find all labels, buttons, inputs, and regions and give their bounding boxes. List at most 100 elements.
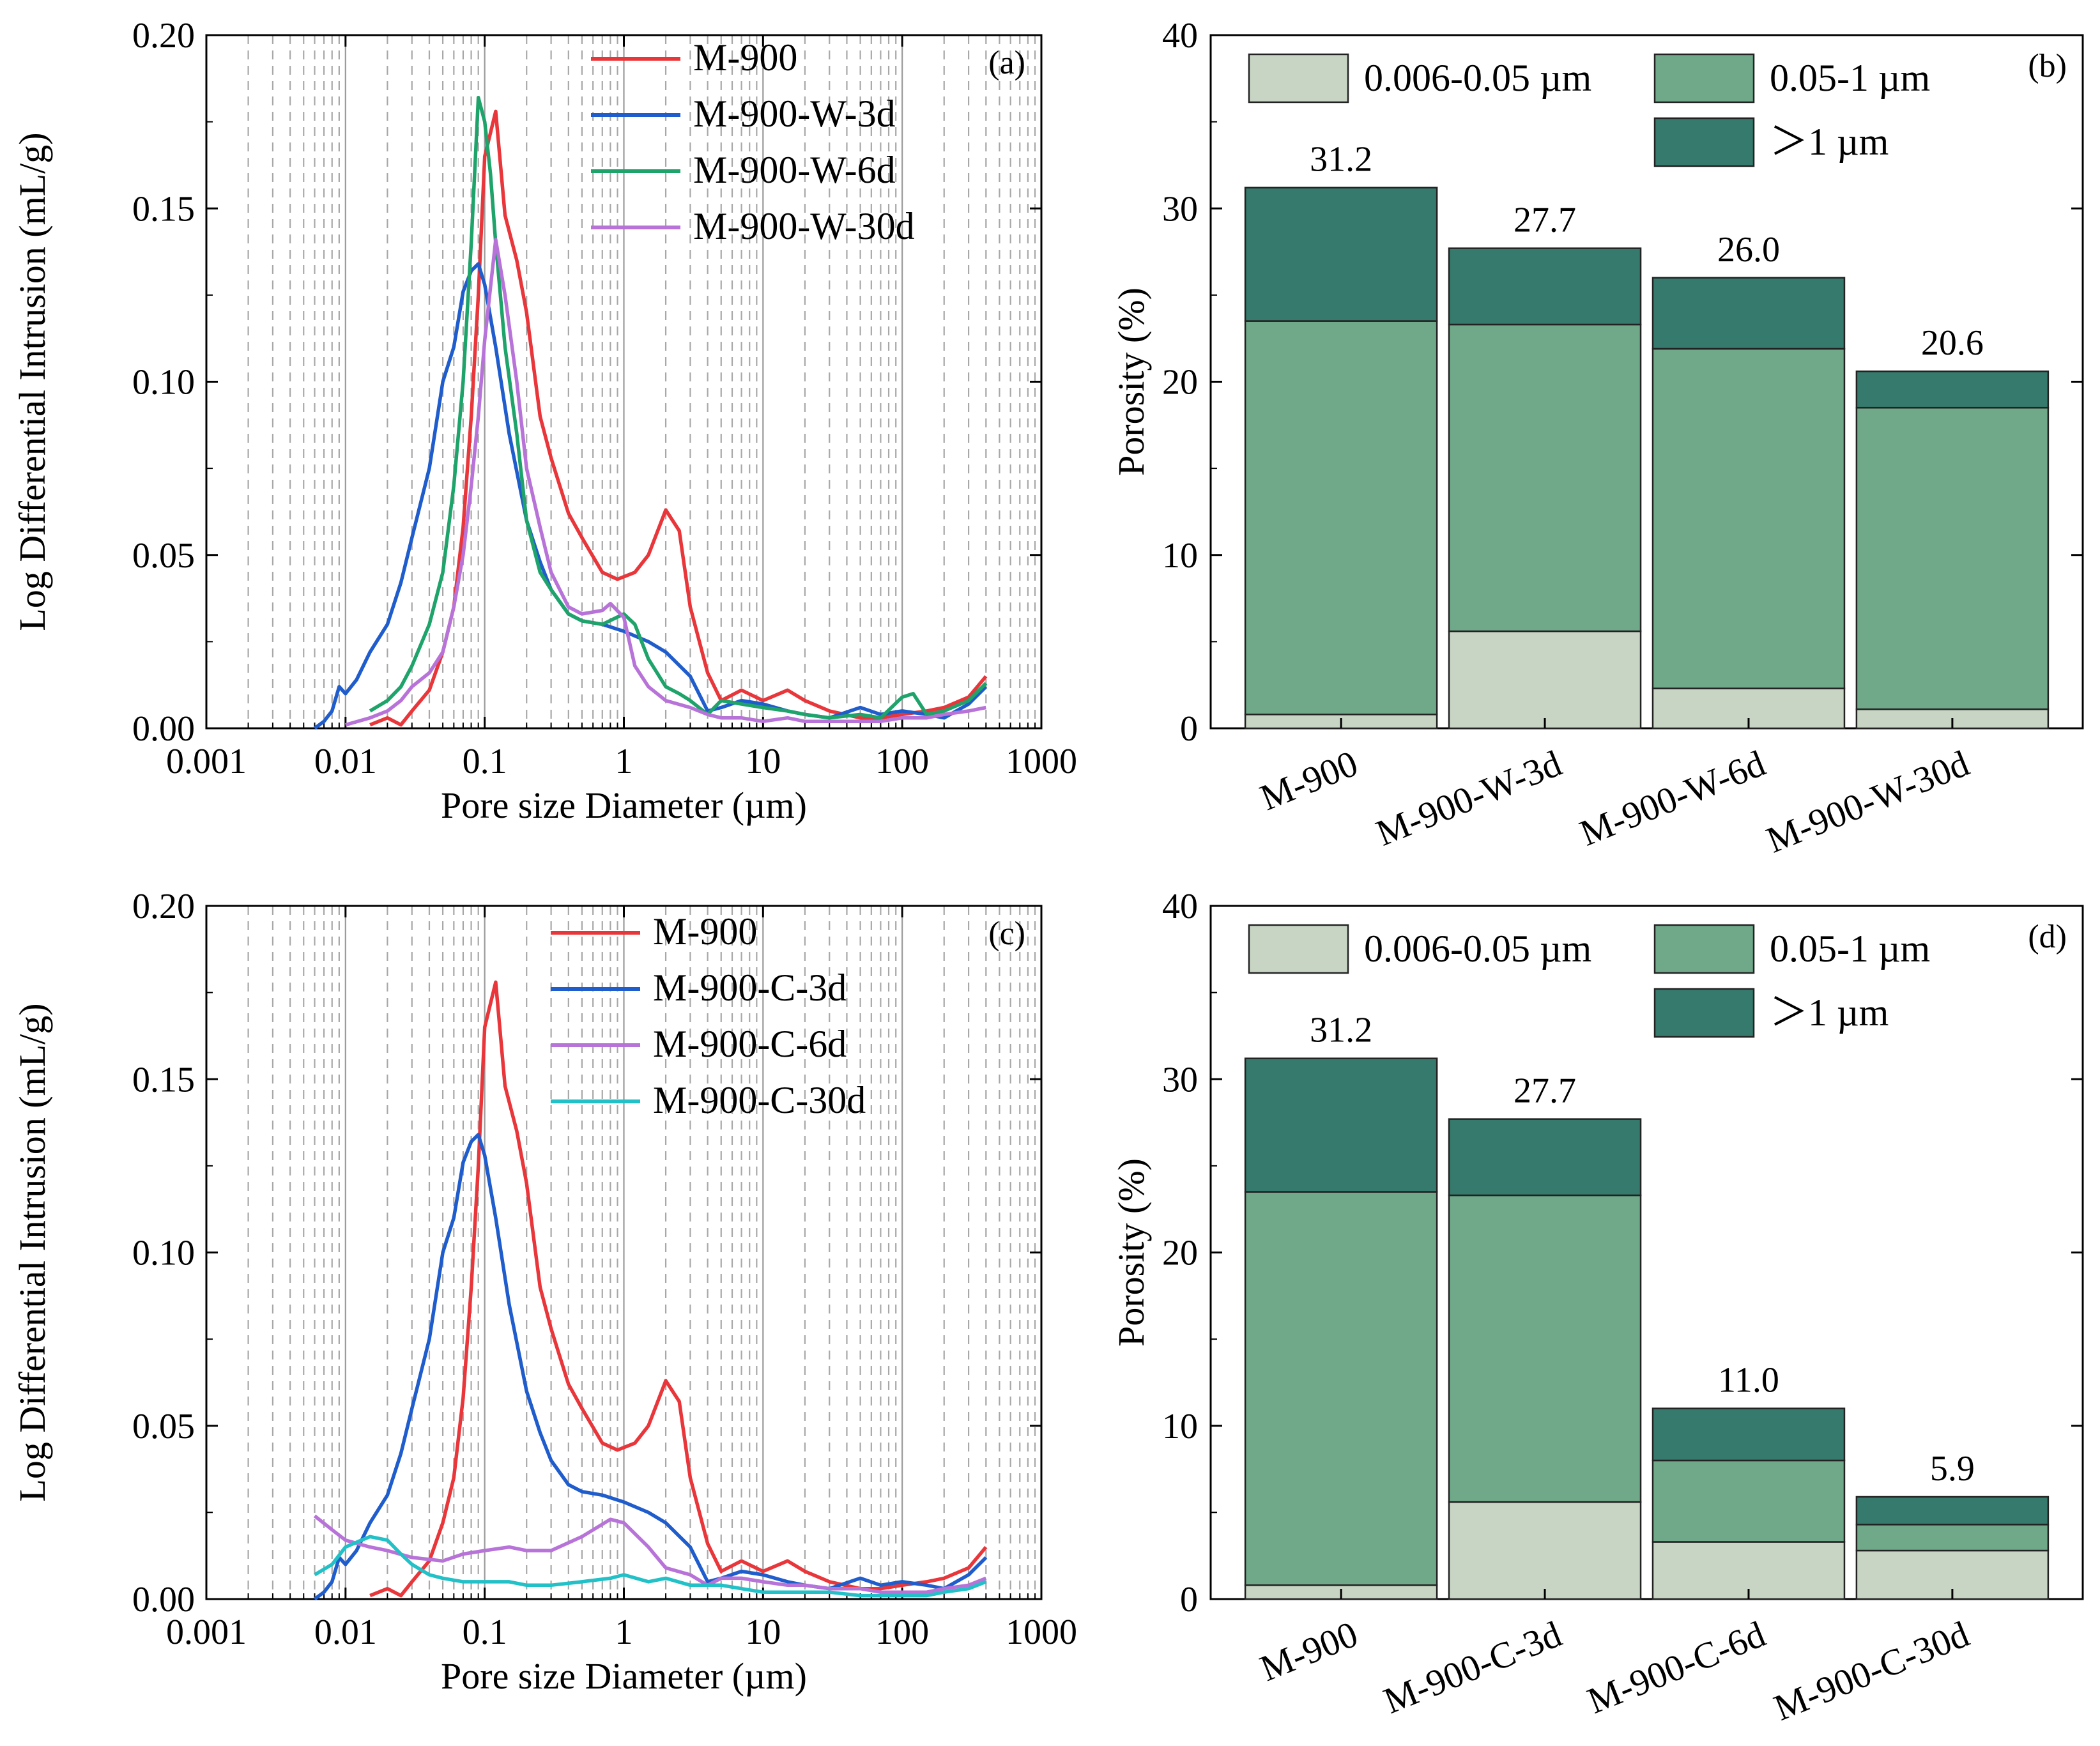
- bar-total-label: 27.7: [1514, 201, 1576, 240]
- bar-total-label: 31.2: [1310, 140, 1372, 180]
- bar-segment: [1448, 1118, 1642, 1197]
- legend-label: ＞1 µm: [1770, 121, 1889, 163]
- y-tick-label: 10: [1162, 1407, 1198, 1446]
- bar-segment: [1244, 1191, 1438, 1586]
- series-line-M-900-W-30d: [345, 238, 986, 727]
- bar-total-label: 31.2: [1310, 1011, 1372, 1050]
- panel-label: (b): [2028, 48, 2067, 84]
- bar-segment: [1448, 247, 1642, 326]
- x-axis-title: Pore size Diameter (µm): [441, 785, 807, 826]
- bar-segment: [1652, 1407, 1846, 1462]
- bar-segment: [1652, 348, 1846, 689]
- y-tick-label: 40: [1162, 887, 1198, 926]
- x-tick-label: 1000: [1006, 1612, 1077, 1652]
- bar-segment: [1244, 320, 1438, 716]
- bar-segment: [1652, 277, 1846, 350]
- x-tick-label: 100: [875, 742, 929, 781]
- line-panel-a: 0.001 0.01 0.1 1 10 100 1000 0.00 0.05 0.10 0.15 0.…: [11, 16, 1077, 826]
- y-axis-title: Porosity (%): [1110, 287, 1152, 476]
- legend-label: M-900-C-3d: [653, 967, 847, 1009]
- y-tick-label: 20: [1162, 363, 1198, 402]
- legend-label: M-900: [693, 36, 797, 79]
- legend-label: M-900-W-6d: [693, 149, 896, 191]
- bar-segment: [1448, 630, 1642, 730]
- panel-label: (d): [2028, 919, 2067, 955]
- bar-segment: [1448, 1194, 1642, 1503]
- x-category-label: M-900-C-3d: [1378, 1613, 1567, 1722]
- x-category-label: M-900-C-6d: [1582, 1613, 1771, 1722]
- y-tick-label: 0.10: [132, 1234, 195, 1273]
- y-tick-label: 0.00: [132, 709, 195, 749]
- y-tick-label: 40: [1162, 16, 1198, 56]
- y-axis-title: Log Differential Intrusion (mL/g): [11, 1003, 53, 1501]
- legend-label: 0.006-0.05 µm: [1364, 57, 1591, 99]
- y-tick-label: 30: [1162, 1060, 1198, 1099]
- x-tick-label: 100: [875, 1612, 929, 1652]
- x-tick-label: 1: [615, 1612, 633, 1652]
- bar-segment: [1448, 1501, 1642, 1600]
- bar-segment: [1855, 370, 2050, 409]
- legend-swatch: [1653, 53, 1755, 103]
- x-tick-label: 0.001: [166, 742, 247, 781]
- legend-label: ＞1 µm: [1770, 992, 1889, 1034]
- y-tick-label: 30: [1162, 189, 1198, 229]
- series-line-M-900-C-30d: [314, 1535, 987, 1598]
- bar-segment: [1855, 1496, 2050, 1526]
- x-axis-title: Pore size Diameter (µm): [441, 1655, 807, 1697]
- legend-swatch: [1653, 924, 1755, 974]
- x-tick-label: 0.01: [314, 742, 377, 781]
- x-category-label: M-900: [1254, 1613, 1363, 1689]
- x-category-label: M-900: [1254, 742, 1363, 818]
- bar-segment: [1448, 323, 1642, 632]
- legend-swatch: [1653, 117, 1755, 167]
- panel-label: (c): [988, 915, 1025, 952]
- x-category-label: M-900-W-6d: [1574, 742, 1771, 854]
- bar-segment: [1244, 1057, 1438, 1193]
- legend-label: 0.006-0.05 µm: [1364, 928, 1591, 970]
- bar-segment: [1855, 1524, 2050, 1552]
- panel-label: (a): [988, 45, 1025, 81]
- bar-segment: [1652, 1459, 1846, 1543]
- y-tick-label: 0.05: [132, 1407, 195, 1446]
- y-tick-label: 10: [1162, 536, 1198, 576]
- series-line-M-900-W-6d: [369, 95, 988, 720]
- legend-label: M-900-C-6d: [653, 1023, 847, 1065]
- x-tick-label: 0.001: [166, 1612, 247, 1652]
- x-category-label: M-900-W-3d: [1370, 742, 1567, 854]
- legend-swatch: [1248, 53, 1349, 103]
- legend-label: M-900-W-3d: [693, 93, 896, 135]
- y-tick-label: 20: [1162, 1234, 1198, 1273]
- legend-label: M-900-C-30d: [653, 1079, 866, 1121]
- series-line-M-900: [369, 109, 988, 727]
- bar-total-label: 11.0: [1718, 1361, 1779, 1400]
- legend-label: M-900: [653, 910, 757, 953]
- y-tick-label: 0: [1180, 1580, 1198, 1620]
- line-panel-c: 0.001 0.01 0.1 1 10 100 1000 0.00 0.05 0.10 0.15 0.…: [11, 887, 1077, 1697]
- x-tick-label: 1000: [1006, 742, 1077, 781]
- y-axis-title: Log Differential Intrusion (mL/g): [11, 132, 53, 631]
- series-line-M-900: [369, 980, 988, 1598]
- x-category-label: M-900-W-30d: [1761, 742, 1975, 861]
- bar-panel-b: 0 10 20 30 40 31.2 M-900 27.7 M-900-W-3d 26.0 M-90…: [1110, 16, 2084, 861]
- bar-total-label: 26.0: [1717, 230, 1780, 270]
- y-tick-label: 0.00: [132, 1580, 195, 1620]
- legend-label: 0.05-1 µm: [1770, 928, 1930, 970]
- x-tick-label: 10: [745, 742, 781, 781]
- y-tick-label: 0.20: [132, 887, 195, 926]
- series-line-M-900-C-6d: [313, 1514, 987, 1594]
- y-tick-label: 0.20: [132, 16, 195, 56]
- bar-segment: [1244, 187, 1438, 322]
- bar-total-label: 5.9: [1930, 1449, 1975, 1489]
- x-tick-label: 0.01: [314, 1612, 377, 1652]
- legend-swatch: [1248, 924, 1349, 974]
- legend-label: 0.05-1 µm: [1770, 57, 1930, 99]
- bar-total-label: 27.7: [1514, 1071, 1576, 1111]
- legend-label: M-900-W-30d: [693, 205, 915, 247]
- legend-swatch: [1653, 988, 1755, 1038]
- x-tick-label: 0.1: [463, 742, 507, 781]
- y-tick-label: 0.15: [132, 189, 195, 229]
- bar-total-label: 20.6: [1921, 323, 1984, 363]
- y-tick-label: 0.05: [132, 536, 195, 576]
- bar-panel-d: 0 10 20 30 40 31.2 M-900 27.7 M-900-C-3d 11.0 M-90…: [1110, 887, 2084, 1729]
